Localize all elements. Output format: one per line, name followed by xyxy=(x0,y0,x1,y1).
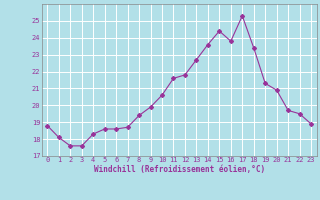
X-axis label: Windchill (Refroidissement éolien,°C): Windchill (Refroidissement éolien,°C) xyxy=(94,165,265,174)
